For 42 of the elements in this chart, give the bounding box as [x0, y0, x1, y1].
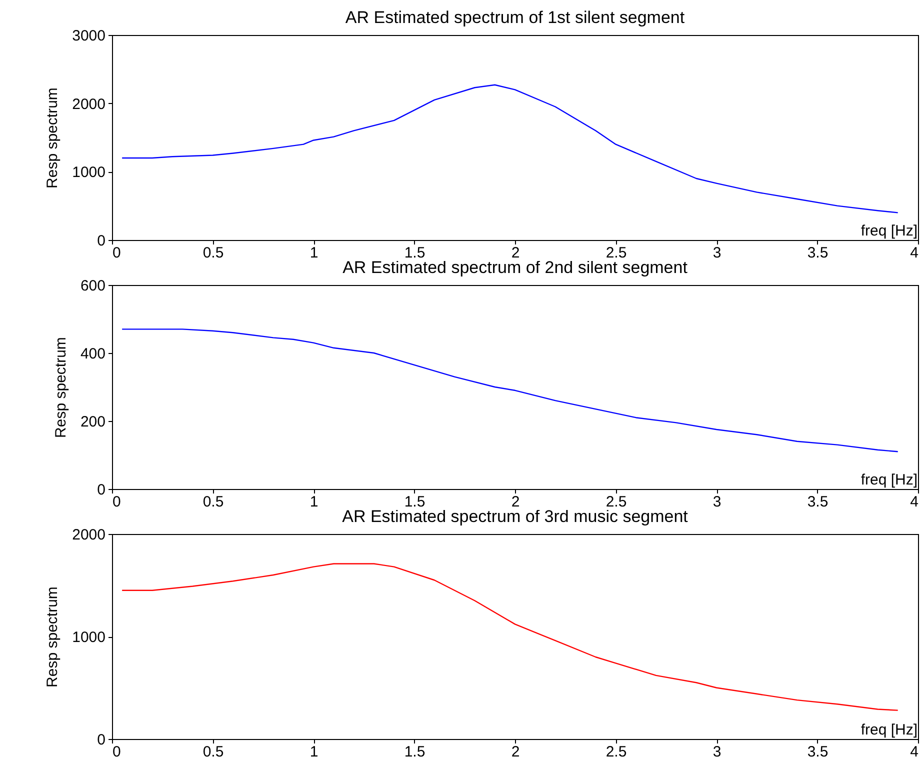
x-tick-label: 4	[910, 494, 918, 510]
line-series	[121, 563, 898, 711]
y-tick-label: 400	[80, 346, 106, 362]
line-series	[121, 328, 898, 452]
y-tick-label: 1000	[72, 164, 106, 182]
y-tick-label: 0	[97, 232, 106, 250]
x-tick-label: 1	[310, 244, 318, 262]
x-tick-label: 3.5	[807, 244, 828, 262]
x-tick-label: 3	[712, 744, 722, 760]
x-tick-label: 1	[310, 744, 318, 760]
y-axis-title: Resp spectrum	[52, 337, 70, 438]
y-tick-label: 200	[80, 414, 106, 430]
y-tick-label: 1000	[72, 629, 106, 646]
x-tick-label: 2.5	[606, 744, 627, 760]
y-tick-label: 2000	[72, 526, 106, 544]
y-axis-title: Resp spectrum	[44, 586, 62, 688]
x-tick-label: 3	[712, 244, 722, 262]
x-tick-label: 3.5	[807, 494, 828, 510]
x-tick-label: 1.5	[404, 744, 426, 760]
x-tick-label: 0	[112, 244, 121, 262]
line-series	[121, 84, 898, 214]
y-tick-label: 0	[97, 732, 106, 748]
chart-title: AR Estimated spectrum of 1st silent segment	[345, 8, 685, 27]
x-axis-title: freq [Hz]	[860, 722, 918, 738]
x-tick-label: 4	[910, 244, 918, 262]
x-tick-label: 3	[712, 494, 722, 510]
x-tick-label: 3.5	[807, 744, 828, 760]
x-tick-label: 2	[511, 744, 520, 760]
x-tick-label: 0.5	[202, 494, 224, 510]
y-axis-title: Resp spectrum	[44, 88, 62, 188]
x-tick-label: 0.5	[202, 744, 224, 760]
y-tick-label: 0	[97, 482, 106, 498]
x-axis-title: freq [Hz]	[860, 472, 918, 488]
x-tick-label: 0.5	[202, 244, 224, 262]
y-tick-label: 600	[80, 278, 106, 294]
x-tick-label: 0	[112, 494, 121, 510]
x-tick-label: 4	[910, 744, 918, 760]
y-tick-label: 2000	[72, 96, 106, 113]
x-tick-label: 0	[112, 744, 121, 760]
x-axis-title: freq [Hz]	[860, 222, 918, 240]
y-tick-label: 3000	[72, 28, 106, 44]
x-tick-label: 1	[310, 494, 318, 510]
